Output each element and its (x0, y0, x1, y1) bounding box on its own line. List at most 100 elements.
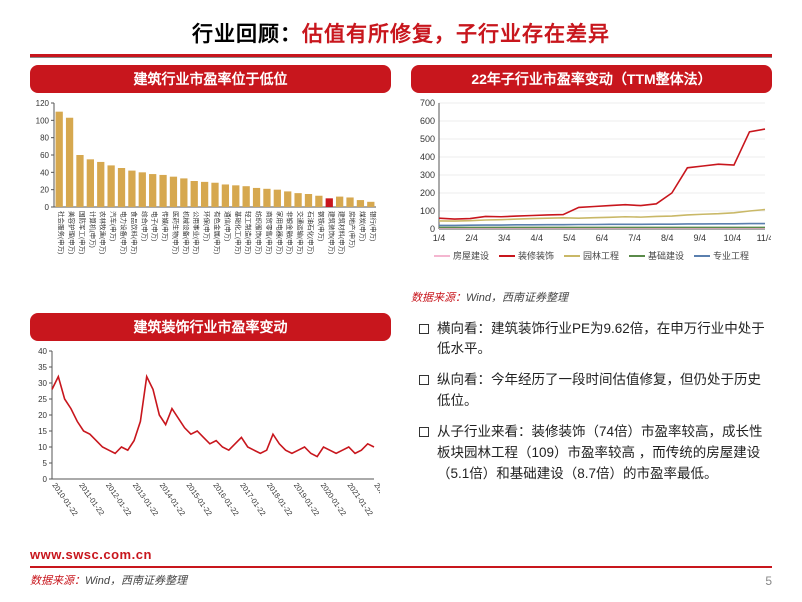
bullet-list: 横向看：建筑装饰行业PE为9.62倍，在申万行业中处于低水平。纵向看：今年经历了… (411, 313, 772, 495)
svg-text:700: 700 (420, 98, 435, 108)
svg-text:5/4: 5/4 (563, 233, 576, 243)
svg-text:2020-01-22: 2020-01-22 (319, 480, 348, 517)
legend-item: 专业工程 (694, 249, 749, 262)
svg-text:20: 20 (40, 186, 49, 195)
svg-text:计算机(申万): 计算机(申万) (88, 211, 97, 248)
panel-subindustry-pe-line: 22年子行业市盈率变动（TTM整体法） 01002003004005006007… (411, 65, 772, 305)
svg-text:4/4: 4/4 (531, 233, 544, 243)
legend-swatch (434, 255, 450, 257)
chart-bar-industry-pe: 020406080100120社会服务(申万)美容护理(申万)国防军工(申万)计… (30, 97, 391, 305)
svg-text:0: 0 (45, 203, 50, 212)
svg-text:2013-01-22: 2013-01-22 (131, 480, 160, 517)
svg-text:35: 35 (38, 363, 47, 372)
svg-text:非银金融(申万): 非银金融(申万) (286, 211, 295, 254)
svg-text:机械设备(申万): 机械设备(申万) (182, 211, 191, 254)
svg-text:传媒(申万): 传媒(申万) (161, 211, 170, 241)
legend-item: 园林工程 (564, 249, 619, 262)
bullet-text: 横向看：建筑装饰行业PE为9.62倍，在申万行业中处于低水平。 (437, 319, 772, 361)
source-label: 数据来源： (411, 292, 466, 304)
svg-text:20: 20 (38, 411, 47, 420)
title-red: 估值有所修复，子行业存在差异 (302, 23, 610, 46)
svg-text:通信(申万): 通信(申万) (223, 211, 232, 241)
svg-text:100: 100 (36, 116, 50, 125)
svg-text:0: 0 (43, 475, 48, 484)
legend-swatch (694, 255, 710, 257)
svg-text:2021-01-22: 2021-01-22 (346, 480, 375, 517)
bullet-text: 从子行业来看：装修装饰（74倍）市盈率较高，成长性板块园林工程（109）市盈率较… (437, 422, 772, 485)
svg-text:石油石化(申万): 石油石化(申万) (306, 211, 315, 254)
legend-label: 专业工程 (713, 249, 749, 262)
svg-text:医药生物(申万): 医药生物(申万) (171, 211, 180, 254)
svg-text:600: 600 (420, 116, 435, 126)
svg-text:国防军工(申万): 国防军工(申万) (78, 211, 87, 254)
svg-text:有色金属(申万): 有色金属(申万) (213, 211, 222, 254)
svg-text:500: 500 (420, 134, 435, 144)
title-wrap: 行业回顾：估值有所修复，子行业存在差异 (30, 18, 772, 48)
svg-text:7/4: 7/4 (628, 233, 641, 243)
legend-label: 园林工程 (583, 249, 619, 262)
svg-text:2016-01-22: 2016-01-22 (211, 480, 240, 517)
svg-text:80: 80 (40, 134, 49, 143)
svg-text:建筑装饰(申万): 建筑装饰(申万) (327, 211, 336, 254)
svg-text:社会服务(申万): 社会服务(申万) (57, 211, 66, 254)
svg-text:15: 15 (38, 427, 47, 436)
svg-text:2010-01-22: 2010-01-22 (50, 480, 79, 517)
panel-decoration-pe-line: 建筑装饰行业市盈率变动 05101520253035402010-01-2220… (30, 313, 391, 548)
bullet-item: 从子行业来看：装修装饰（74倍）市盈率较高，成长性板块园林工程（109）市盈率较… (419, 422, 772, 485)
footer-block: www.swsc.com.cn 数据来源：Wind，西南证券整理 5 (30, 547, 772, 588)
bullet-text: 纵向看：今年经历了一段时间估值修复，但仍处于历史低位。 (437, 370, 772, 412)
svg-text:钢铁(申万): 钢铁(申万) (317, 211, 326, 241)
panel-bullets: 横向看：建筑装饰行业PE为9.62倍，在申万行业中处于低水平。纵向看：今年经历了… (411, 313, 772, 548)
legend-label: 装修装饰 (518, 249, 554, 262)
svg-text:5: 5 (43, 459, 48, 468)
bullet-marker-icon (419, 427, 429, 437)
svg-text:3/4: 3/4 (498, 233, 511, 243)
svg-text:煤炭(申万): 煤炭(申万) (358, 211, 367, 241)
svg-text:100: 100 (420, 206, 435, 216)
legend-swatch (499, 255, 515, 257)
legend-label: 基础建设 (648, 249, 684, 262)
svg-text:200: 200 (420, 188, 435, 198)
content-grid: 建筑行业市盈率位于低位 020406080100120社会服务(申万)美容护理(… (30, 65, 772, 547)
svg-text:10/4: 10/4 (724, 233, 742, 243)
footer-url: www.swsc.com.cn (30, 547, 772, 562)
svg-text:基础化工(申万): 基础化工(申万) (234, 211, 243, 254)
svg-text:6/4: 6/4 (596, 233, 609, 243)
svg-text:8/4: 8/4 (661, 233, 674, 243)
legend-item: 装修装饰 (499, 249, 554, 262)
footer: 数据来源：Wind，西南证券整理 5 (30, 566, 772, 588)
svg-text:40: 40 (38, 347, 47, 356)
svg-text:轻工制造(申万): 轻工制造(申万) (244, 211, 253, 254)
svg-text:11/4: 11/4 (757, 233, 771, 243)
svg-text:30: 30 (38, 379, 47, 388)
chart-line-subindustry-pe: 01002003004005006007001/42/43/44/45/46/4… (411, 97, 772, 287)
panel-industry-pe-bar: 建筑行业市盈率位于低位 020406080100120社会服务(申万)美容护理(… (30, 65, 391, 305)
footer-source: 数据来源：Wind，西南证券整理 (30, 572, 187, 588)
page-number: 5 (765, 574, 772, 588)
svg-text:公用事业(申万): 公用事业(申万) (192, 211, 201, 254)
source-value: Wind，西南证券整理 (85, 575, 187, 587)
source-label: 数据来源： (30, 575, 85, 587)
bullet-marker-icon (419, 324, 429, 334)
title-black: 行业回顾： (192, 23, 302, 46)
bullet-item: 横向看：建筑装饰行业PE为9.62倍，在申万行业中处于低水平。 (419, 319, 772, 361)
bullet-marker-icon (419, 375, 429, 385)
legend-swatch (629, 255, 645, 257)
chart-line-decoration-pe: 05101520253035402010-01-222011-01-222012… (30, 345, 391, 548)
title-divider (30, 54, 772, 57)
svg-text:农林牧渔(申万): 农林牧渔(申万) (99, 211, 108, 254)
svg-text:银行(申万): 银行(申万) (369, 211, 378, 241)
svg-text:建筑材料(申万): 建筑材料(申万) (338, 211, 347, 254)
legend-label: 房屋建设 (453, 249, 489, 262)
svg-text:食品饮料(申万): 食品饮料(申万) (130, 211, 139, 254)
svg-text:10: 10 (38, 443, 47, 452)
svg-text:2/4: 2/4 (465, 233, 478, 243)
svg-text:环保(申万): 环保(申万) (203, 211, 212, 241)
svg-text:120: 120 (36, 99, 50, 108)
panel-header-tl: 建筑行业市盈率位于低位 (30, 65, 391, 93)
panel-header-tr: 22年子行业市盈率变动（TTM整体法） (411, 65, 772, 93)
svg-text:纺织服饰(申万): 纺织服饰(申万) (255, 211, 264, 254)
svg-text:300: 300 (420, 170, 435, 180)
page-title: 行业回顾：估值有所修复，子行业存在差异 (30, 18, 772, 48)
svg-text:房地产(申万): 房地产(申万) (348, 211, 357, 248)
